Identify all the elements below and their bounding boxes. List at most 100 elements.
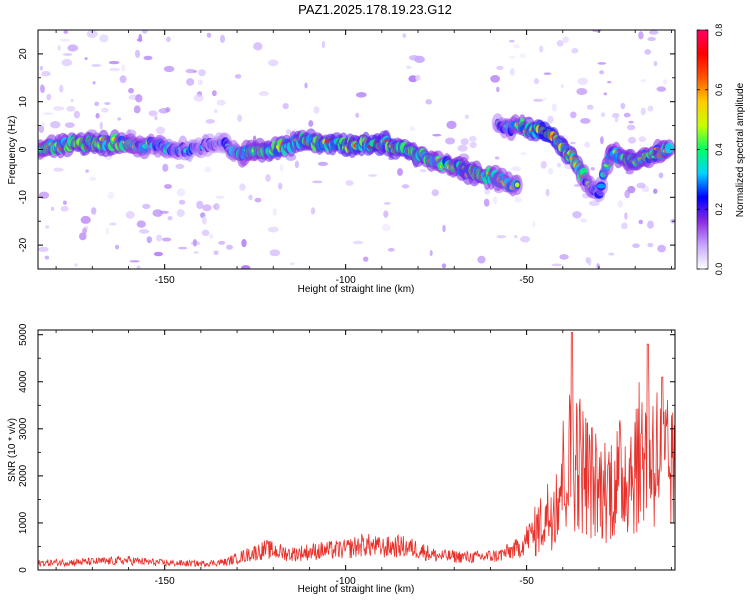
spectrogram-cell bbox=[106, 227, 109, 235]
spectrogram-cell bbox=[431, 189, 439, 197]
spectrogram-cell bbox=[44, 255, 50, 260]
snr-frame bbox=[37, 329, 676, 571]
spectrogram-cell bbox=[239, 183, 246, 191]
spectrogram-cell bbox=[41, 121, 46, 126]
spectrogram-cell bbox=[308, 120, 314, 127]
snr-series-line bbox=[38, 332, 675, 568]
spectrogram-cell bbox=[647, 105, 654, 112]
y-tick-label: 1000 bbox=[18, 511, 29, 534]
spectrogram-cell bbox=[545, 188, 550, 197]
spectrogram-cell bbox=[640, 107, 646, 116]
spectrogram-cell bbox=[265, 174, 271, 182]
y-tick-label: 0 bbox=[18, 567, 29, 573]
spectrogram-cell bbox=[647, 220, 654, 229]
spectrogram-cell bbox=[383, 210, 389, 218]
snr-panel: -150 -100 -50 0 1000 2000 3000 4000 5000 Height… bbox=[7, 323, 676, 595]
spectrogram-cell bbox=[647, 36, 656, 42]
spectrogram-cell bbox=[197, 79, 203, 86]
spectrogram-cell bbox=[551, 263, 562, 267]
spectrogram-cell bbox=[638, 219, 644, 225]
spectrogram-cell bbox=[586, 104, 594, 110]
spectrogram-cell bbox=[64, 122, 75, 128]
spectrogram-cell bbox=[248, 194, 253, 201]
spectrogram-cell bbox=[653, 60, 658, 67]
y-tick-label: -20 bbox=[18, 237, 29, 252]
spectrogram-cell bbox=[600, 136, 604, 145]
y-tick-label: -10 bbox=[18, 190, 29, 205]
spectrogram-cell bbox=[278, 182, 283, 190]
spectrogram-cell bbox=[61, 59, 73, 67]
spectrogram-cell bbox=[304, 82, 308, 89]
x-tick-label: -100 bbox=[336, 275, 356, 286]
spectrogram-cell bbox=[60, 38, 71, 42]
spectrogram-cell bbox=[60, 205, 69, 212]
spectrogram-cell bbox=[543, 97, 547, 101]
y-tick-label: 4000 bbox=[18, 370, 29, 393]
y-tick-label: 10 bbox=[18, 96, 29, 108]
spectrogram-cell bbox=[119, 75, 127, 84]
spectrogram-cell bbox=[50, 121, 61, 129]
spectrogram-cell bbox=[146, 236, 152, 244]
spectrogram-cell bbox=[269, 249, 281, 257]
spectrogram-cell bbox=[509, 68, 515, 76]
spectrogram-cell bbox=[657, 244, 666, 253]
spectrogram-cell bbox=[617, 200, 623, 208]
spectrogram-cell bbox=[73, 110, 80, 119]
spectrogram-cell bbox=[125, 211, 135, 219]
spectrogram-cell bbox=[352, 240, 364, 245]
spectrogram-cell bbox=[99, 34, 109, 43]
spectrogram-cell bbox=[213, 109, 218, 114]
spectrogram-cell bbox=[532, 220, 536, 228]
spectrogram-cell bbox=[121, 64, 126, 72]
spectrogram-cell bbox=[212, 90, 217, 97]
spectrogram-cell bbox=[178, 246, 188, 250]
spectrogram-cell bbox=[90, 64, 102, 67]
spectrogram-cell bbox=[176, 209, 185, 217]
spectrogram-cell bbox=[109, 67, 120, 72]
spectrogram-cell bbox=[108, 60, 120, 65]
spectrogram-cell bbox=[514, 235, 518, 239]
spectrogram-cell bbox=[599, 70, 605, 75]
spectrogram-cell bbox=[508, 55, 516, 60]
spectrogram-cell bbox=[136, 220, 146, 228]
spectrogram-cell bbox=[620, 102, 626, 110]
spectrogram-cell bbox=[254, 197, 262, 203]
spectrogram-cell bbox=[59, 84, 64, 93]
spectrogram-cell bbox=[626, 124, 636, 131]
spectrogram-cell bbox=[547, 168, 554, 175]
spectrogram-cell bbox=[175, 163, 185, 169]
spectrogram-cell bbox=[53, 106, 65, 111]
spectrogram-cell bbox=[494, 156, 500, 160]
spectrogram-cell bbox=[600, 112, 606, 118]
spectrogram-cell bbox=[156, 234, 163, 242]
spectrogram-cell bbox=[185, 68, 196, 74]
spectrogram-cell bbox=[496, 65, 504, 70]
spectrogram-cell bbox=[540, 160, 547, 169]
spectrogram-cell bbox=[80, 215, 91, 224]
spectrogram-cell bbox=[202, 216, 207, 225]
spectrogram-cell bbox=[136, 38, 143, 42]
snr-x-ticks: -150 -100 -50 bbox=[55, 330, 672, 587]
spectrogram-cell bbox=[66, 105, 76, 112]
spectrogram-cell bbox=[570, 111, 577, 119]
spectrogram-cell bbox=[209, 233, 214, 240]
spectrogram-cell bbox=[253, 42, 263, 51]
spectrogram-cell bbox=[414, 55, 425, 64]
spectrogram-cell bbox=[621, 222, 628, 230]
spectrogram-cell bbox=[576, 88, 588, 95]
spectrogram-cell bbox=[38, 125, 45, 133]
spectrogram-cell bbox=[656, 86, 667, 92]
spectrogram-cell bbox=[206, 32, 212, 38]
spectrogram-cell bbox=[94, 101, 100, 107]
spectrogram-cell bbox=[363, 256, 369, 262]
spectrogram-cell bbox=[387, 247, 395, 252]
spectrogram-cell bbox=[557, 162, 561, 168]
spectrogram-cell bbox=[43, 112, 54, 115]
spectrogram-cell bbox=[155, 126, 166, 135]
spectrogram-cell bbox=[653, 188, 658, 194]
spectrogram-cell bbox=[520, 235, 531, 243]
spectrogram-cell bbox=[664, 142, 674, 154]
spectrogram-cell bbox=[139, 229, 150, 234]
spectrogram-cell bbox=[134, 49, 141, 58]
